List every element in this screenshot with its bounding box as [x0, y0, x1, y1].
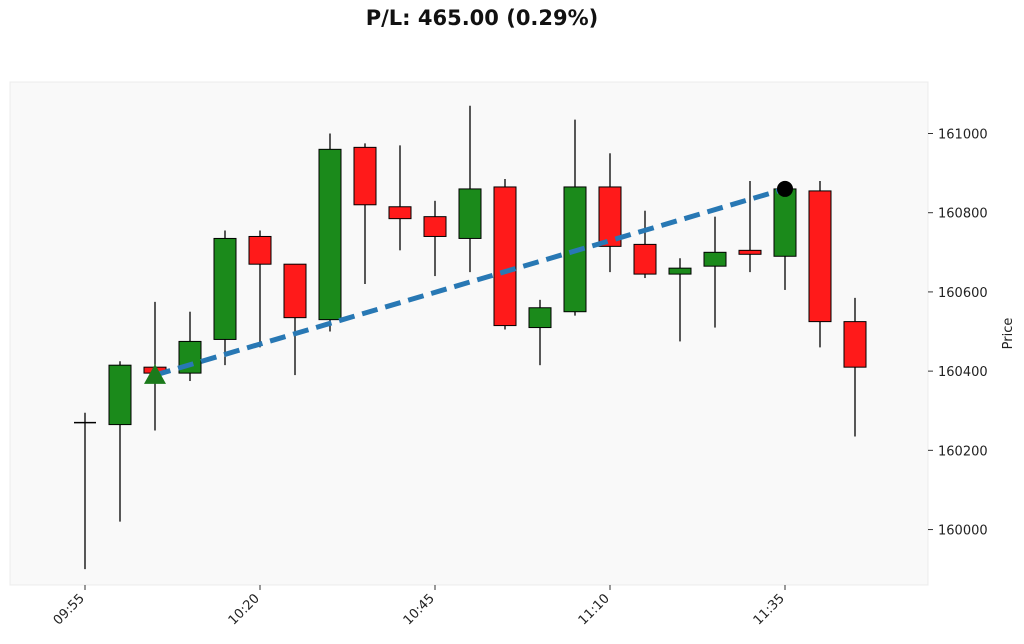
candle: [493, 179, 517, 330]
candle-body: [248, 235, 272, 265]
candle: [213, 230, 237, 366]
candle: [773, 181, 797, 290]
y-tick-label: 160400: [938, 365, 988, 380]
y-tick-label: 160200: [938, 444, 988, 459]
candle-body: [493, 186, 517, 327]
candle-body: [633, 243, 657, 275]
y-tick-label: 160600: [938, 286, 988, 301]
candle: [388, 145, 412, 251]
x-axis: 09:55 10:20 10:45 11:10 11:35: [51, 585, 788, 628]
candle-body: [528, 307, 552, 329]
candle: [633, 210, 657, 279]
x-tick-label: 10:45: [401, 591, 438, 628]
candle-body: [458, 188, 482, 239]
candle: [668, 258, 692, 342]
candle-body: [738, 249, 762, 255]
candle: [528, 299, 552, 366]
x-tick-label: 09:55: [51, 591, 88, 628]
candle: [353, 143, 377, 284]
candle-body: [843, 321, 867, 368]
trade-overlay: [144, 180, 793, 384]
candle-body: [318, 148, 342, 321]
candles: [74, 105, 867, 570]
y-tick-label: 160800: [938, 207, 988, 222]
candle: [738, 181, 762, 273]
candle-body: [773, 188, 797, 257]
entry-marker: [144, 364, 166, 384]
candle-body: [598, 186, 622, 247]
candle-body: [808, 190, 832, 323]
candle: [843, 297, 867, 437]
y-tick-label: 160000: [938, 524, 988, 539]
candle-body: [703, 251, 727, 267]
candle-body: [283, 263, 307, 319]
candle-body: [108, 364, 132, 426]
candle: [423, 200, 447, 277]
x-tick-label: 11:10: [576, 591, 613, 628]
candle: [108, 361, 132, 522]
candle: [248, 230, 272, 348]
y-axis: 160000 160200 160400 160600 160800 161000: [928, 127, 988, 539]
candle-body: [213, 237, 237, 340]
x-tick-label: 11:35: [751, 591, 788, 628]
candle: [703, 216, 727, 328]
candle-body: [388, 206, 412, 220]
candle-body: [423, 216, 447, 237]
exit-marker: [777, 180, 793, 197]
candle: [318, 133, 342, 332]
candle: [74, 412, 96, 570]
candle-body: [668, 267, 692, 275]
y-axis-label: Price: [1001, 318, 1016, 350]
candle: [808, 181, 832, 348]
plot-area: [9, 81, 929, 586]
chart-title: P/L: 465.00 (0.29%): [365, 6, 599, 30]
trade-line: [154, 186, 786, 378]
candle-body: [353, 146, 377, 206]
candle: [458, 105, 482, 273]
y-tick-label: 161000: [938, 127, 988, 142]
x-tick-label: 10:20: [226, 591, 263, 628]
candle: [598, 153, 622, 273]
candle: [283, 263, 307, 376]
